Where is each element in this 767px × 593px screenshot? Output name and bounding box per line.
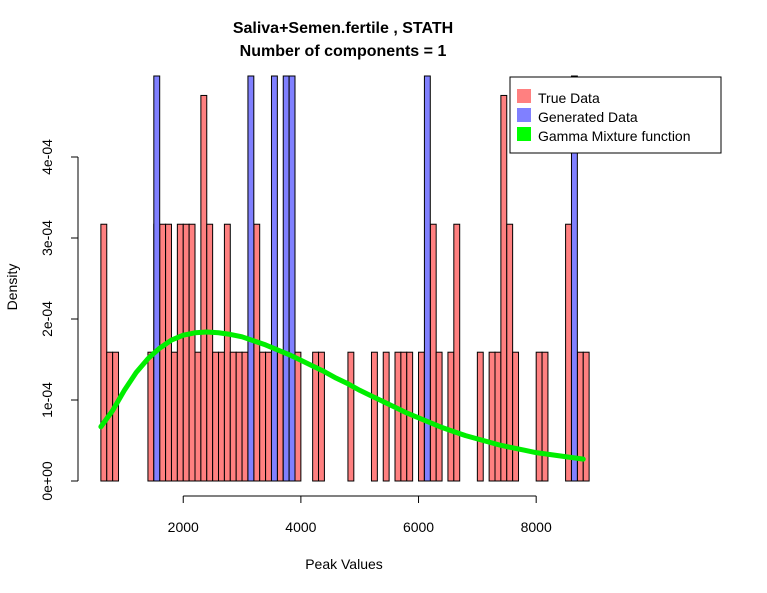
x-tick-label: 8000 [521, 519, 552, 535]
true-data-bar [112, 351, 120, 482]
true-data-bar [394, 351, 402, 482]
true-data-bar [165, 223, 172, 482]
x-axis-label: Peak Values [305, 556, 383, 572]
true-data-bar [494, 351, 502, 482]
true-data-bar [488, 351, 496, 482]
true-data-bar [188, 223, 196, 482]
true-data-bar [170, 351, 178, 482]
true-data-bar [382, 351, 390, 482]
true-data-bar [212, 351, 220, 482]
true-data-bar [476, 351, 484, 482]
generated-data-bar [288, 75, 296, 482]
legend-box [509, 76, 722, 154]
true-data-bar [582, 351, 590, 482]
true-data-bar [200, 94, 208, 482]
true-data-bar [347, 351, 355, 482]
generated-data-bar [247, 75, 255, 482]
true-data-bar [541, 351, 549, 482]
legend: True Data Generated Data Gamma Mixture f… [509, 76, 722, 154]
x-tick-label: 4000 [285, 519, 316, 535]
generated-data-bar [270, 75, 278, 482]
true-data-bar [265, 351, 272, 482]
true-data-bar [500, 94, 508, 482]
y-tick-label: 1e-04 [39, 382, 55, 418]
legend-swatch-generated-data [517, 108, 531, 122]
true-data-bar [100, 223, 108, 482]
x-tick-label: 6000 [403, 519, 434, 535]
generated-data-bar [282, 75, 290, 482]
gamma-curve-layer [98, 329, 586, 462]
true-data-bar [176, 223, 184, 482]
true-data-bar [453, 223, 461, 482]
legend-label-generated-data: Generated Data [538, 109, 638, 125]
true-data-bar [435, 351, 443, 482]
true-data-bar [159, 223, 167, 482]
true-data-bar [229, 351, 237, 482]
y-tick-label: 3e-04 [39, 220, 55, 256]
true-data-bar [218, 351, 225, 482]
true-data-bar [512, 351, 520, 482]
true-data-bar [147, 351, 155, 482]
chart-title-line2: Number of components = 1 [240, 43, 447, 60]
true-data-bar [506, 223, 514, 482]
true-data-bar [400, 351, 408, 482]
true-data-bar [535, 351, 543, 482]
y-axis-label: Density [4, 264, 20, 311]
x-axis: 2000 4000 6000 8000 [168, 495, 552, 535]
true-data-bar [235, 351, 243, 482]
true-data-bar [576, 351, 584, 482]
legend-label-gamma: Gamma Mixture function [538, 128, 691, 144]
true-data-bar [194, 351, 202, 482]
gamma-mixture-curve [98, 329, 586, 462]
legend-label-true-data: True Data [538, 90, 600, 106]
generated-data-bar [153, 75, 161, 482]
true-data-bar [259, 351, 267, 482]
legend-swatch-gamma [517, 127, 531, 141]
y-tick-label: 4e-04 [39, 139, 55, 175]
true-data-bar [276, 351, 284, 482]
true-data-bar [206, 223, 214, 482]
x-tick-label: 2000 [168, 519, 199, 535]
true-data-bar [565, 223, 572, 482]
true-data-bar [370, 351, 378, 482]
true-data-bar [223, 223, 231, 482]
true-data-bar [182, 223, 190, 482]
generated-data-bar [423, 75, 431, 482]
generated-data-bar [570, 75, 578, 482]
legend-swatch-true-data [517, 89, 531, 103]
chart-title-line1: Saliva+Semen.fertile , STATH [233, 20, 453, 37]
true-data-bar [318, 351, 325, 482]
true-data-bar [312, 351, 320, 482]
true-data-bar [241, 351, 249, 482]
true-data-bar [294, 351, 302, 482]
true-data-bar [253, 223, 261, 482]
true-data-bar [429, 223, 437, 482]
true-data-bar [447, 351, 455, 482]
y-tick-label: 2e-04 [39, 301, 55, 337]
y-axis: 0e+00 1e-04 2e-04 3e-04 4e-04 [39, 139, 79, 501]
y-tick-label: 0e+00 [39, 461, 55, 501]
